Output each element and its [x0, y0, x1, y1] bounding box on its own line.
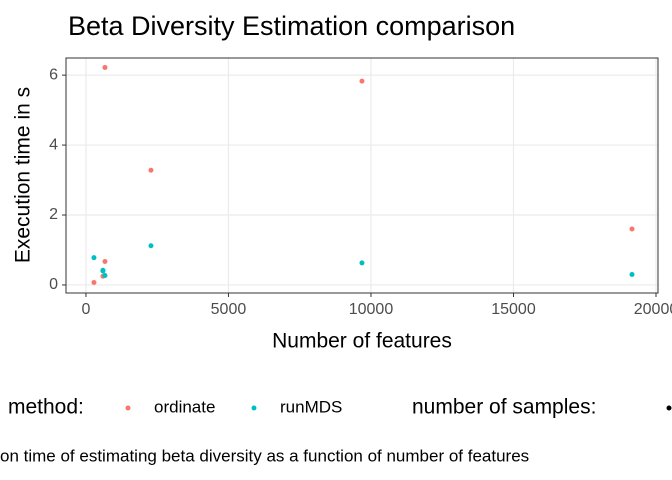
point [359, 78, 365, 84]
point [91, 255, 97, 261]
legend-key [125, 405, 131, 411]
size-legend-title: number of samples: [412, 396, 596, 419]
legend-title: method: [8, 396, 84, 419]
legend-label: ordinate [154, 397, 215, 416]
legend-key [251, 405, 257, 411]
legend-label: runMDS [280, 397, 342, 416]
point [148, 243, 154, 249]
y-tick-label: 2 [49, 206, 58, 223]
point [102, 273, 108, 279]
x-tick-label: 5000 [211, 301, 247, 318]
point [148, 167, 154, 173]
y-tick-label: 0 [49, 276, 58, 293]
chart-title: Beta Diversity Estimation comparison [68, 11, 515, 41]
point [102, 64, 108, 70]
y-tick-label: 6 [49, 66, 58, 83]
size-legend-key [666, 405, 672, 411]
caption: on time of estimating beta diversity as … [0, 446, 529, 465]
point [91, 280, 97, 286]
x-tick-label: 10000 [349, 301, 394, 318]
point [629, 271, 635, 277]
x-tick-label: 0 [81, 301, 90, 318]
point [100, 268, 106, 274]
plot-border [65, 57, 659, 294]
point [102, 259, 108, 265]
y-axis-label: Execution time in s [12, 87, 35, 263]
x-axis-label: Number of features [272, 330, 452, 353]
point [359, 260, 365, 266]
x-tick-label: 15000 [491, 301, 536, 318]
y-tick-label: 4 [49, 136, 58, 153]
point [629, 226, 635, 232]
